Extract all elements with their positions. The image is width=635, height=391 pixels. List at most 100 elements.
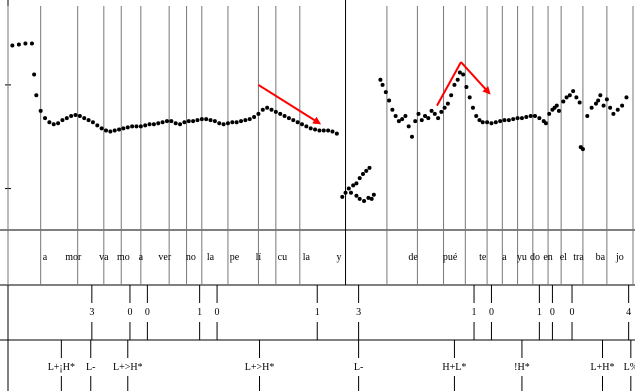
pitch-point [477,118,482,123]
pitch-point [334,131,339,136]
syllable-label: a [502,252,507,263]
pitch-point [485,120,490,125]
pitch-point [489,121,494,126]
syllable-label: pué [443,252,458,263]
pitch-point [252,115,257,120]
pitch-point [554,103,559,108]
pitch-point [308,126,313,131]
pitch-point [134,124,139,129]
pitch-point [452,82,457,87]
tone-label: L+H* [591,362,615,373]
syllable-label: ba [596,252,606,263]
pitch-point [445,101,450,106]
tone-label: L% [624,362,635,373]
pitch-point [10,43,15,48]
pitch-point [543,121,548,126]
pitch-point [515,116,520,121]
pitch-point [429,108,434,113]
pitch-point [295,120,300,125]
pitch-point [326,128,331,133]
pitch-point [121,126,126,131]
pitch-point [364,168,369,173]
pitch-point [393,114,398,118]
pitch-point [567,93,572,98]
syllable-label: a [139,252,144,263]
syllable-label: jo [615,252,624,263]
tone-label: L- [354,362,363,373]
pitch-point [340,194,345,199]
pitch-point [432,111,437,116]
pitch-point [357,176,362,181]
pitch-point [580,147,585,152]
pitch-point [125,125,130,130]
break-label: 4 [626,307,631,318]
pitch-point [282,114,287,118]
syllable-label: en [543,252,552,263]
pitch-point [480,120,485,125]
pitch-point [138,124,143,129]
pitch-point [419,118,424,123]
pitch-point [498,119,503,124]
pitch-point [400,117,405,122]
pitch-point [256,111,261,116]
pitch-point [208,118,213,123]
pitch-point [556,108,561,113]
pitch-point [561,99,566,104]
pitch-point [117,127,122,132]
pitch-point [69,114,74,118]
annotation-arrow [460,61,491,95]
pitch-point [343,190,348,195]
pitch-point [346,186,351,191]
syllable-label: cu [278,252,287,263]
pitch-point [64,116,69,121]
break-label: 0 [550,307,555,318]
pitch-point [383,90,388,95]
pitch-point [416,111,421,116]
syllable-label: no [186,252,196,263]
tone-label: L- [86,362,95,373]
pitch-point [371,192,376,197]
pitch-point [608,105,613,110]
pitch-point [511,117,516,122]
pitch-point [406,124,411,129]
tone-label: L+>H* [113,362,143,373]
pitch-point [56,121,61,126]
pitch-point [354,181,359,186]
pitch-point [601,103,606,108]
pitch-point [29,41,34,46]
syllable-label: a [43,252,48,263]
pitch-point [147,122,152,127]
pitch-point [426,116,431,121]
pitch-point [38,108,43,113]
pitch-point [234,120,239,125]
pitch-point [156,121,161,126]
pitch-point [571,89,576,94]
break-label: 0 [145,307,150,318]
syllable-label: va [99,252,109,263]
pitch-point [299,122,304,127]
pitch-point [77,114,82,118]
syllable-label: el [560,252,567,263]
pitch-point [130,124,135,129]
pitch-point [378,77,383,82]
pitch-point [436,116,441,121]
pitch-point [169,119,174,124]
break-label: 0 [127,307,132,318]
tone-label: H+L* [442,362,466,373]
pitch-point [317,128,322,133]
tones-tier: L+¡H* L- L+>H* L+>H* L- H+L* !H* L+H* L% [48,340,635,391]
pitch-point [366,195,371,200]
pitch-point [247,117,252,122]
pitch-point [403,114,408,118]
pitch-point [73,112,78,117]
pitch-point [390,107,395,112]
pitch-point [260,107,265,112]
syllable-label: y [337,252,342,263]
pitch-point [470,105,475,110]
pitch-point [95,123,100,128]
syllable-label: mo [117,252,130,263]
pitch-point [593,101,598,106]
pitch-point [524,115,529,120]
